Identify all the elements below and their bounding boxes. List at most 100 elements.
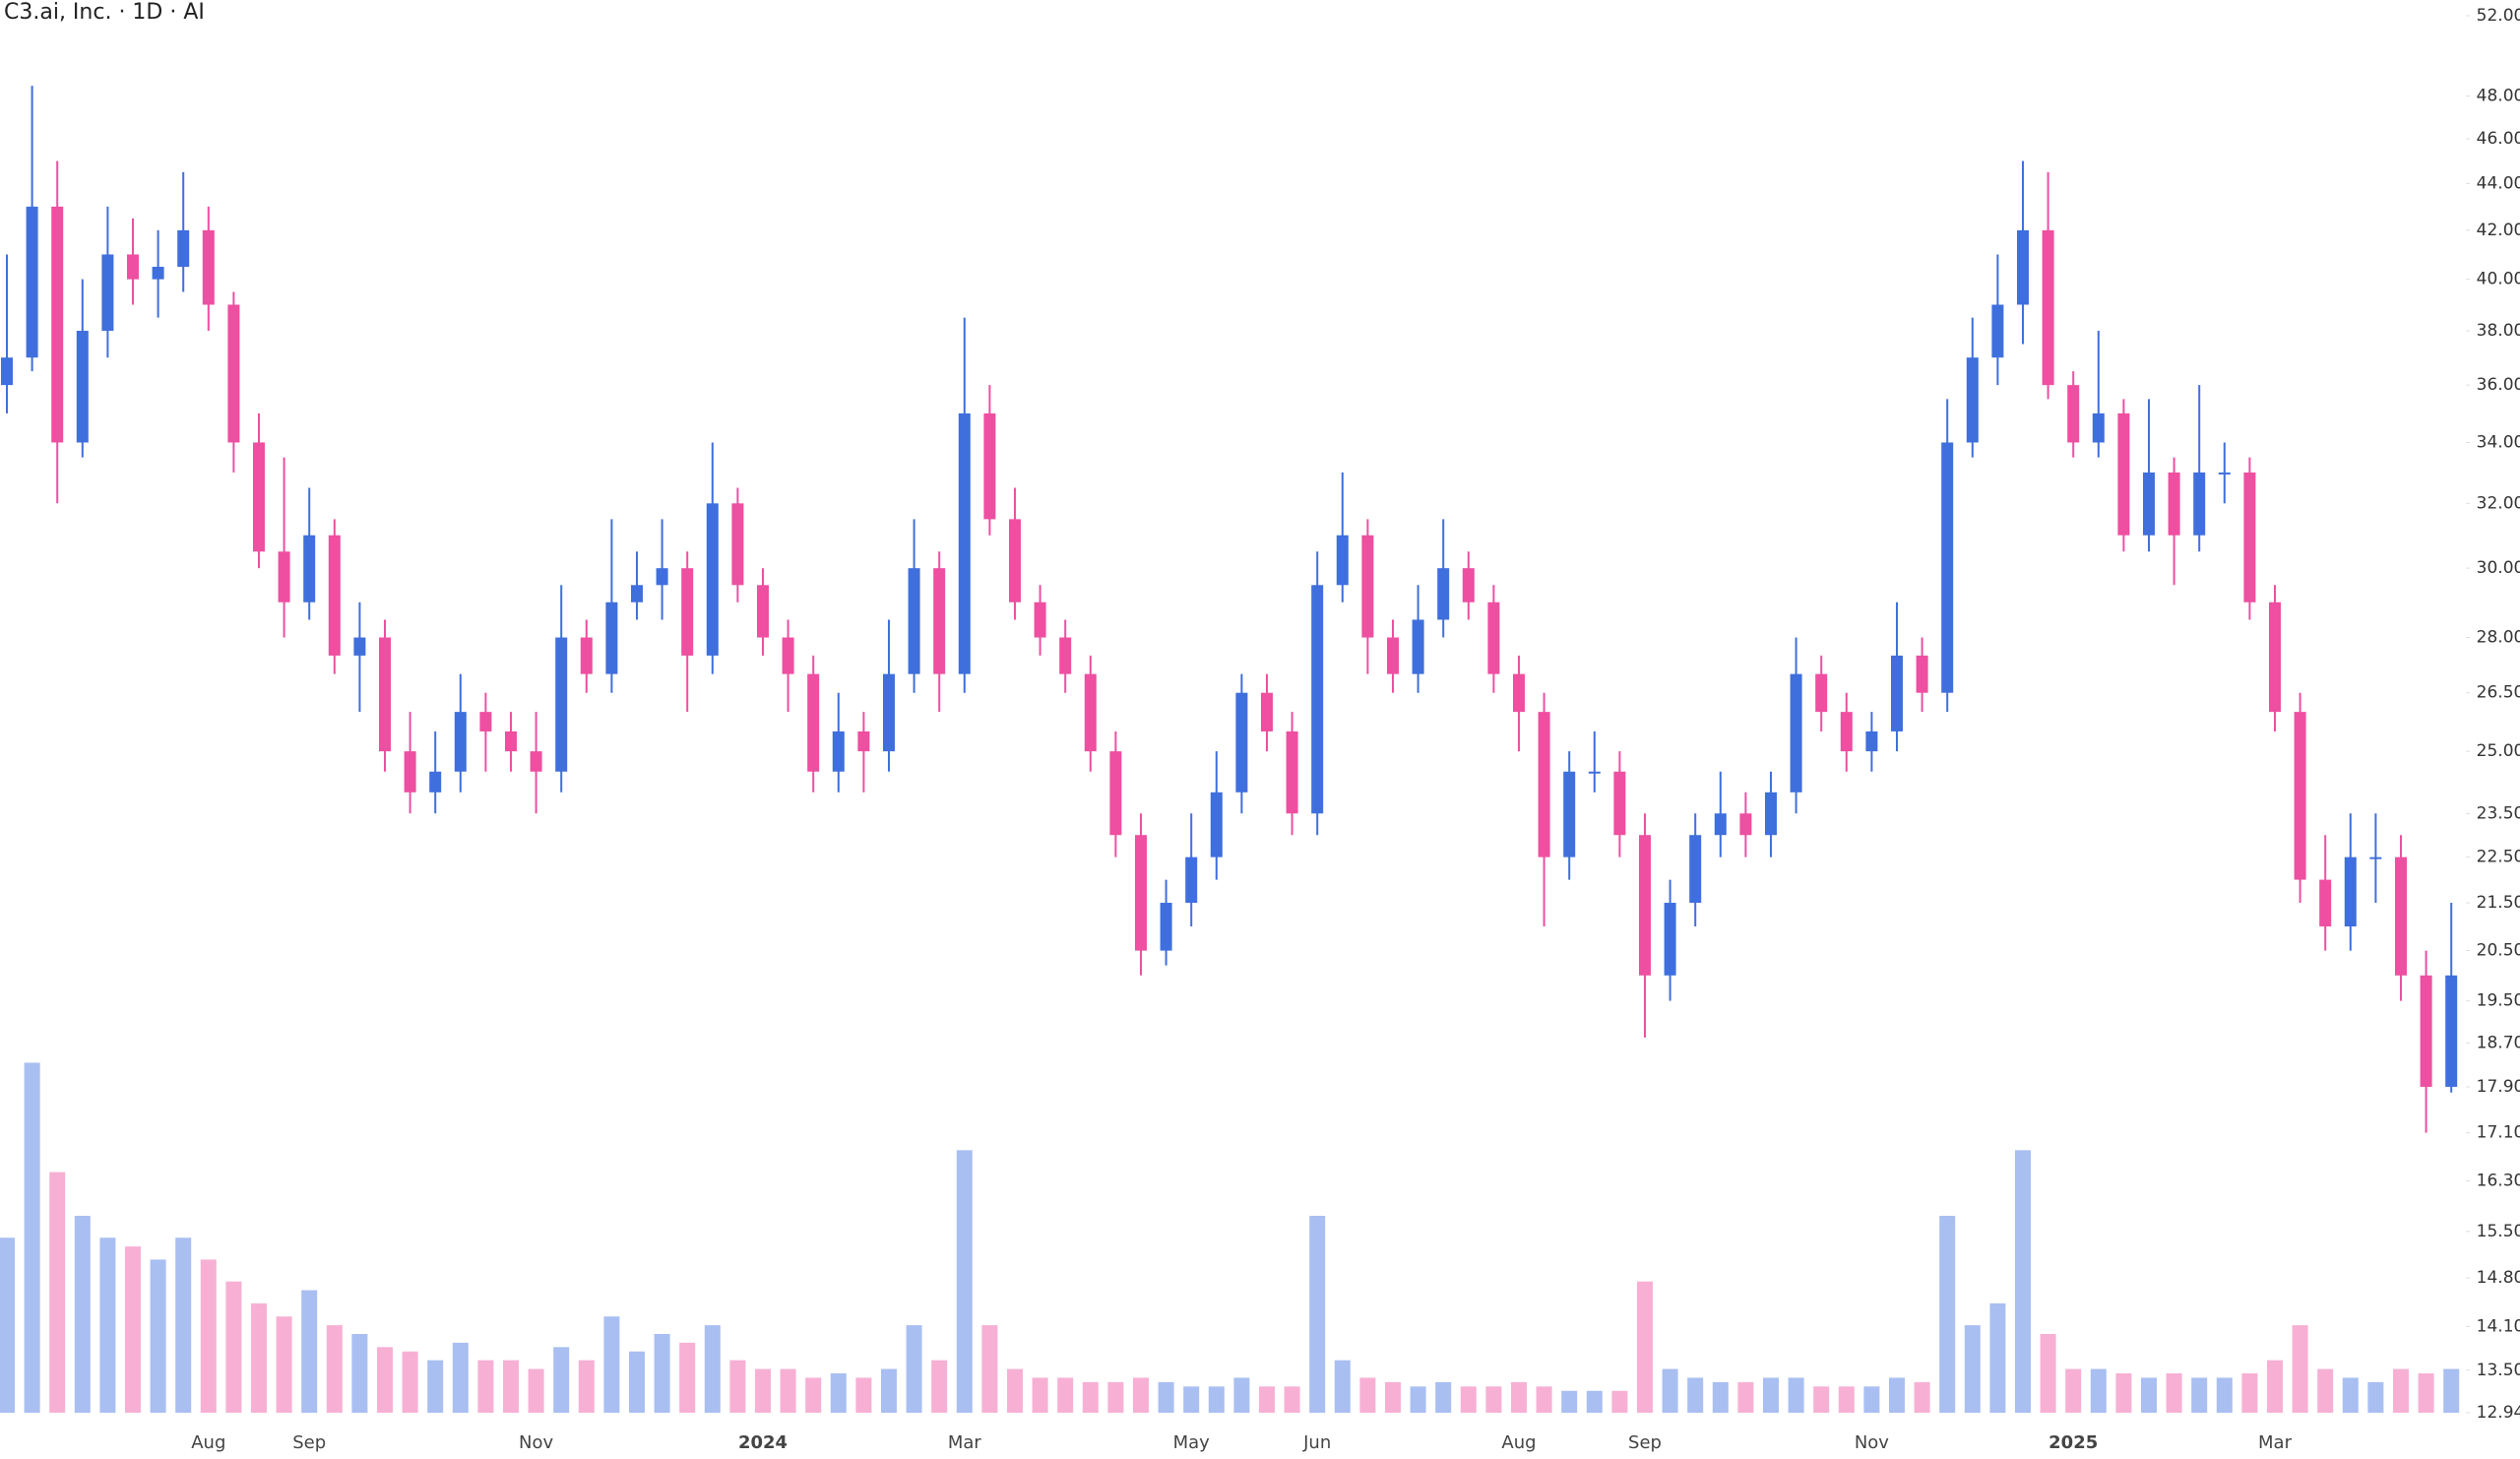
volume-bar bbox=[225, 1281, 242, 1413]
candle-body bbox=[1059, 637, 1072, 674]
volume-bar bbox=[2443, 1368, 2460, 1413]
volume-bar bbox=[2090, 1368, 2107, 1413]
x-tick-label: Aug bbox=[1501, 1432, 1536, 1453]
candle-body bbox=[2067, 385, 2080, 443]
y-tick-label: 17.10 bbox=[2477, 1123, 2520, 1143]
volume-bar bbox=[1334, 1360, 1351, 1413]
volume-bar bbox=[2065, 1368, 2082, 1413]
volume-bar bbox=[855, 1377, 872, 1413]
volume-bar bbox=[24, 1062, 40, 1413]
volume-bar bbox=[251, 1302, 267, 1413]
candle-body bbox=[101, 254, 114, 331]
y-tick-label: 22.50 bbox=[2477, 848, 2520, 867]
volume-bar bbox=[452, 1342, 469, 1413]
volume-bar bbox=[704, 1325, 721, 1413]
candle-body bbox=[631, 585, 643, 603]
volume-bar bbox=[1763, 1377, 1779, 1413]
volume-bar bbox=[780, 1368, 796, 1413]
candle-body bbox=[1437, 568, 1450, 620]
candle-body bbox=[1689, 835, 1702, 904]
y-tick-label: 13.50 bbox=[2477, 1361, 2520, 1380]
volume-bar bbox=[830, 1373, 847, 1413]
x-tick-label: Jun bbox=[1302, 1432, 1331, 1453]
candle-body bbox=[303, 535, 316, 603]
volume-bar bbox=[553, 1347, 570, 1413]
candle-body bbox=[1034, 602, 1046, 638]
y-tick-label: 25.00 bbox=[2477, 741, 2520, 761]
y-tick-label: 20.50 bbox=[2477, 941, 2520, 961]
volume-bar bbox=[629, 1351, 645, 1413]
candle-body bbox=[253, 442, 265, 552]
candle-body bbox=[1991, 304, 2004, 358]
candle-body bbox=[1462, 568, 1475, 603]
candle-body bbox=[2420, 975, 2432, 1087]
candle-body bbox=[1, 357, 13, 386]
candle-body bbox=[807, 673, 820, 772]
volume-bar bbox=[402, 1351, 418, 1413]
candle-body bbox=[958, 412, 971, 674]
candle-body bbox=[883, 673, 895, 752]
candle-body bbox=[2017, 229, 2029, 305]
volume-bar bbox=[1737, 1381, 1754, 1413]
volume-bar bbox=[2015, 1150, 2031, 1413]
y-tick-label: 34.00 bbox=[2477, 432, 2520, 452]
volume-bar bbox=[1410, 1386, 1426, 1413]
candle-body bbox=[555, 637, 568, 772]
volume-bar bbox=[1889, 1377, 1905, 1413]
volume-bar bbox=[125, 1246, 141, 1413]
candle-body bbox=[731, 503, 744, 586]
candle-body bbox=[505, 730, 517, 752]
candle-body bbox=[1009, 519, 1021, 603]
y-tick-label: 32.00 bbox=[2477, 493, 2520, 513]
y-tick-label: 23.50 bbox=[2477, 803, 2520, 823]
volume-bar bbox=[2141, 1377, 2157, 1413]
volume-bar bbox=[1863, 1386, 1880, 1413]
volume-bar bbox=[931, 1360, 948, 1413]
volume-bar bbox=[578, 1360, 595, 1413]
volume-bar bbox=[503, 1360, 519, 1413]
candle-body bbox=[832, 730, 845, 772]
candle-body bbox=[1613, 771, 1626, 836]
volume-bar bbox=[1813, 1386, 1830, 1413]
candle-body bbox=[2042, 229, 2054, 386]
candle-body bbox=[1412, 619, 1424, 674]
candle-body bbox=[152, 266, 164, 280]
y-tick-label: 40.00 bbox=[2477, 270, 2520, 289]
y-tick-label: 17.90 bbox=[2477, 1077, 2520, 1097]
volume-bar bbox=[1385, 1381, 1401, 1413]
volume-bar bbox=[1233, 1377, 1250, 1413]
candle-body bbox=[353, 637, 366, 656]
candle-body bbox=[1311, 585, 1324, 814]
candle-body bbox=[1664, 903, 1676, 976]
candle-body bbox=[1815, 673, 1828, 713]
volume-bar bbox=[1082, 1381, 1099, 1413]
volume-bar bbox=[276, 1316, 292, 1413]
candle-body bbox=[1135, 835, 1147, 951]
candle-body bbox=[202, 229, 215, 305]
volume-bar bbox=[1158, 1381, 1174, 1413]
candle-body bbox=[76, 330, 89, 443]
y-tick-label: 46.00 bbox=[2477, 129, 2520, 149]
candle-body bbox=[1891, 655, 1903, 731]
candle-body bbox=[706, 503, 719, 656]
candle-body bbox=[127, 254, 139, 280]
volume-bar bbox=[1133, 1377, 1149, 1413]
candle-body bbox=[1387, 637, 1399, 674]
candle-body bbox=[656, 568, 668, 586]
y-tick-label: 14.80 bbox=[2477, 1268, 2520, 1288]
x-tick-label: Mar bbox=[2258, 1432, 2293, 1453]
candle-body bbox=[782, 637, 794, 674]
volume-bar bbox=[1989, 1302, 2006, 1413]
volume-bar bbox=[1838, 1386, 1855, 1413]
y-tick-label: 15.50 bbox=[2477, 1222, 2520, 1241]
volume-bar bbox=[1107, 1381, 1124, 1413]
volume-bar bbox=[1561, 1390, 1578, 1413]
candle-body bbox=[1588, 771, 1601, 774]
volume-bar bbox=[2342, 1377, 2359, 1413]
volume-bar bbox=[1687, 1377, 1704, 1413]
volume-bar bbox=[301, 1290, 318, 1413]
x-tick-label: Mar bbox=[948, 1432, 982, 1453]
volume-bar bbox=[175, 1237, 192, 1413]
